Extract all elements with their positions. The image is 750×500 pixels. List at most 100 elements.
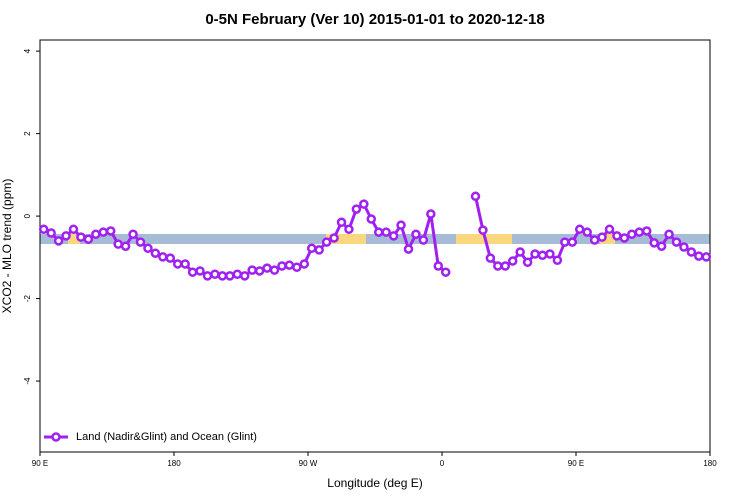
point	[202, 271, 213, 281]
point	[165, 253, 176, 263]
point	[500, 261, 511, 271]
point	[76, 232, 86, 242]
point	[403, 244, 414, 254]
point	[694, 251, 704, 261]
point	[306, 243, 317, 254]
point	[187, 267, 198, 277]
point	[366, 214, 377, 224]
x-tick-label: 180	[167, 459, 181, 468]
point	[373, 227, 384, 237]
point	[38, 224, 49, 235]
ocean-band	[40, 234, 710, 244]
point	[545, 249, 555, 259]
point	[113, 239, 123, 249]
point	[98, 227, 109, 237]
land-band	[600, 234, 615, 244]
point	[433, 261, 444, 271]
land-band	[68, 234, 80, 244]
point	[627, 229, 637, 239]
point	[701, 252, 712, 262]
y-axis-label: XCO2 - MLO trend (ppm)	[0, 179, 14, 314]
x-tick-label: 180	[703, 459, 717, 468]
point	[150, 248, 161, 258]
point	[120, 241, 131, 251]
point	[440, 267, 451, 277]
point	[53, 236, 64, 246]
legend-marker	[51, 432, 61, 442]
point	[485, 253, 496, 263]
point	[411, 229, 421, 239]
land-band	[326, 234, 366, 244]
point	[46, 228, 56, 238]
point	[515, 247, 525, 257]
point	[314, 245, 324, 255]
y-tick-label: 4	[23, 48, 32, 53]
point	[232, 269, 243, 280]
x-tick-label: 90 W	[299, 459, 318, 468]
point	[649, 238, 659, 248]
plot-frame	[39, 39, 711, 453]
point	[679, 242, 689, 252]
point	[336, 217, 347, 228]
point	[507, 256, 518, 266]
point	[388, 231, 399, 241]
point	[589, 235, 600, 245]
y-tick-label: 2	[23, 131, 32, 136]
point	[269, 265, 280, 275]
point	[664, 229, 674, 239]
y-tick-label: 0	[23, 213, 32, 218]
point	[359, 199, 369, 209]
point	[396, 220, 406, 230]
point	[641, 226, 652, 236]
chart-title: 0-5N February (Ver 10) 2015-01-01 to 202…	[205, 11, 544, 28]
point	[83, 234, 94, 244]
x-tick-label: 0	[440, 459, 445, 468]
point	[634, 227, 645, 237]
point	[344, 224, 354, 235]
legend-label: Land (Nadir&Glint) and Ocean (Glint)	[76, 431, 257, 443]
point	[522, 257, 533, 268]
point	[329, 233, 339, 243]
point	[537, 250, 548, 261]
point	[619, 233, 630, 243]
point	[560, 237, 570, 247]
point	[180, 259, 190, 269]
point	[254, 266, 265, 276]
point	[582, 227, 592, 237]
point	[552, 255, 563, 265]
point	[671, 237, 682, 247]
point	[277, 261, 287, 271]
point	[210, 269, 220, 280]
point	[247, 265, 257, 275]
point	[128, 229, 138, 239]
point	[135, 237, 146, 247]
point	[91, 229, 101, 239]
y-tick-label: -4	[23, 377, 32, 385]
point	[612, 231, 622, 241]
point	[217, 271, 228, 281]
point	[381, 227, 391, 237]
point	[195, 266, 205, 276]
point	[686, 247, 697, 257]
point	[478, 225, 488, 235]
point	[68, 224, 79, 235]
x-axis-label: Longitude (deg E)	[327, 476, 422, 490]
point	[656, 241, 667, 251]
point	[567, 237, 578, 247]
point	[292, 262, 302, 272]
point	[143, 243, 153, 254]
point	[172, 259, 183, 269]
point	[321, 237, 332, 247]
point	[351, 204, 362, 214]
point	[105, 226, 116, 236]
point	[239, 271, 250, 281]
series	[38, 191, 712, 281]
point	[284, 260, 295, 270]
point	[262, 263, 272, 273]
point	[61, 231, 71, 241]
point	[470, 191, 481, 202]
point	[597, 232, 607, 242]
point	[493, 261, 503, 271]
point	[418, 235, 429, 245]
